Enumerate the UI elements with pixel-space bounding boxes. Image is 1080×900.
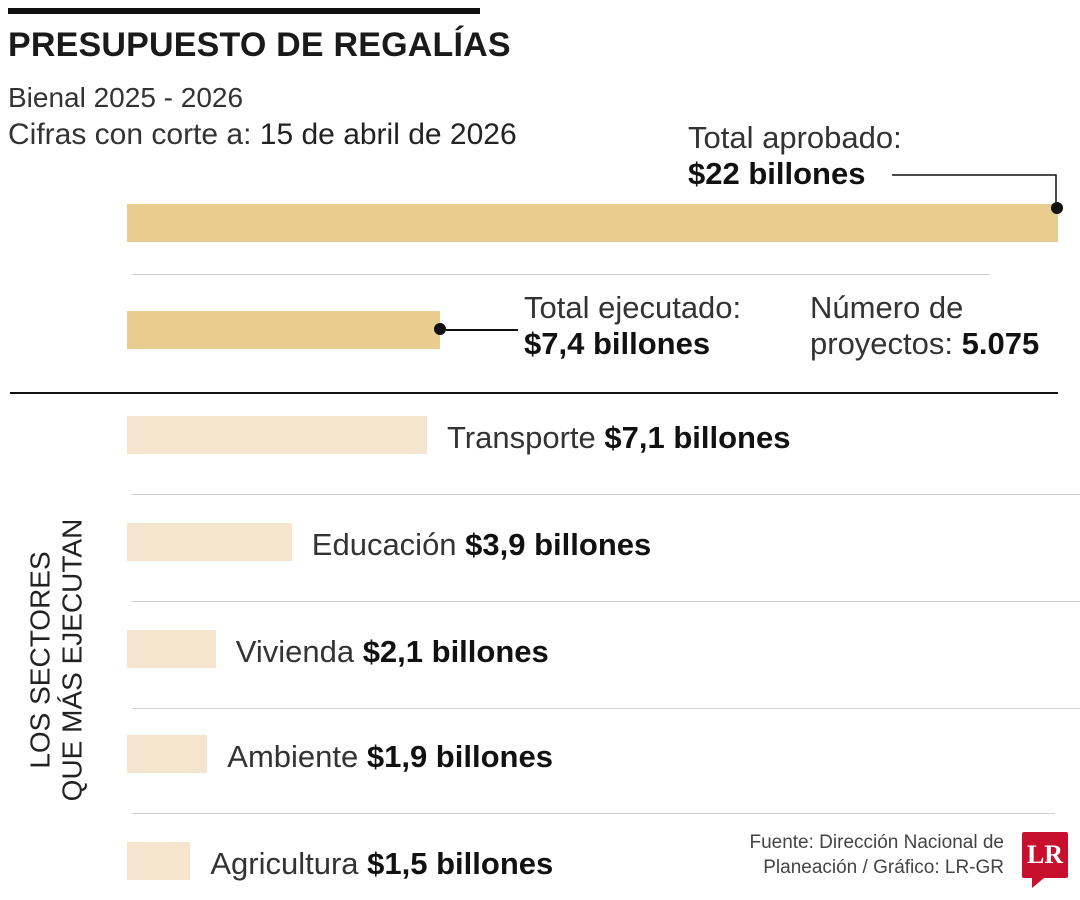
approved-marker-dot <box>1051 202 1063 214</box>
bar-sector-educacion <box>127 523 292 561</box>
divider-line <box>132 274 990 275</box>
bar-sector-agricultura <box>127 842 191 880</box>
sector-divider <box>132 708 1080 709</box>
sectors-title-line2: QUE MÁS EJECUTAN <box>56 518 87 802</box>
sector-label: Vivienda $2,1 billones <box>236 634 549 670</box>
section-separator <box>10 392 1058 394</box>
sector-divider <box>132 601 1080 602</box>
projects-label-line2: proyectos: <box>810 326 954 361</box>
sector-divider <box>132 494 1080 495</box>
approved-leader-line <box>892 174 1057 208</box>
projects-value: 5.075 <box>961 326 1040 361</box>
top-rule <box>8 8 480 14</box>
sector-name: Educación <box>311 527 466 562</box>
executed-marker-dot <box>434 323 447 335</box>
chart-title: PRESUPUESTO DE REGALÍAS <box>8 26 511 64</box>
bar-sector-transporte <box>127 416 427 454</box>
cutoff-date: 15 de abril de 2026 <box>259 118 517 151</box>
projects-line2: proyectos: 5.075 <box>810 326 1039 362</box>
sector-value-label: $1,5 billones <box>367 846 554 881</box>
approved-value-label: $22 billones <box>688 156 866 191</box>
sector-value-label: $3,9 billones <box>465 527 652 562</box>
sectors-title: LOS SECTORES QUE MÁS EJECUTAN <box>20 510 92 810</box>
bar-total-approved <box>127 204 1058 242</box>
sector-label: Agricultura $1,5 billones <box>210 846 553 882</box>
sectors-title-line1: LOS SECTORES <box>24 551 55 769</box>
approved-label: Total aprobado: <box>688 120 902 155</box>
executed-value-label: $7,4 billones <box>524 326 711 361</box>
sector-value-label: $7,1 billones <box>604 420 791 455</box>
sector-value-label: $2,1 billones <box>362 634 549 669</box>
chart-subtitle: Bienal 2025 - 2026 <box>8 82 244 113</box>
source-note: Fuente: Dirección Nacional de Planeación… <box>700 830 1004 880</box>
projects-label-line1: Número de <box>810 290 964 325</box>
bar-sector-vivienda <box>127 630 216 668</box>
sector-label: Ambiente $1,9 billones <box>227 739 553 775</box>
sector-label: Transporte $7,1 billones <box>447 420 790 456</box>
sector-name: Ambiente <box>227 739 367 774</box>
source-line1: Fuente: Dirección Nacional de <box>749 832 1004 853</box>
sector-name: Agricultura <box>210 846 368 881</box>
lr-logo: LR <box>1022 832 1068 888</box>
sector-value-label: $1,9 billones <box>366 739 553 774</box>
executed-leader-line <box>446 329 519 331</box>
sector-name: Transporte <box>447 420 605 455</box>
cutoff-label: Cifras con corte a: <box>8 118 252 151</box>
source-line2: Planeación / Gráfico: LR-GR <box>763 857 1004 878</box>
sector-name: Vivienda <box>235 634 363 669</box>
bar-sector-ambiente <box>127 735 208 773</box>
sector-divider <box>132 813 1055 814</box>
cutoff-line: Cifras con corte a: 15 de abril de 2026 <box>8 118 517 152</box>
executed-label: Total ejecutado: <box>524 290 742 325</box>
sector-label: Educación $3,9 billones <box>312 527 651 563</box>
bar-total-executed <box>127 311 441 349</box>
